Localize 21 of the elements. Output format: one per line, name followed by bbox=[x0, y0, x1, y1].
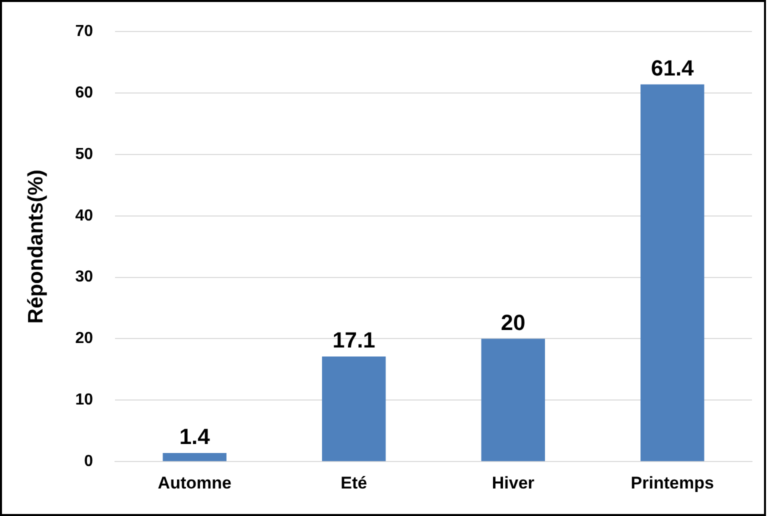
y-tick-label: 0 bbox=[84, 453, 94, 470]
y-tick-label: 60 bbox=[75, 84, 94, 102]
x-tick-label: Eté bbox=[340, 473, 368, 492]
x-tick-label: Automne bbox=[158, 473, 232, 492]
y-tick-label: 70 bbox=[75, 23, 94, 40]
data-label: 17.1 bbox=[332, 328, 376, 353]
y-tick-label: 40 bbox=[75, 207, 94, 224]
y-tick-label: 10 bbox=[75, 392, 94, 409]
y-axis-title: Répondants(%) bbox=[24, 170, 48, 324]
y-tick-label: 50 bbox=[75, 146, 94, 163]
bar bbox=[322, 356, 386, 462]
y-tick-label: 30 bbox=[75, 268, 94, 286]
x-tick-label: Printemps bbox=[630, 473, 714, 492]
data-label: 20 bbox=[500, 310, 526, 335]
bar bbox=[162, 453, 226, 462]
y-tick-label: 20 bbox=[75, 330, 94, 348]
x-tick-label: Hiver bbox=[492, 473, 535, 492]
data-label: 1.4 bbox=[179, 424, 211, 450]
bar bbox=[640, 84, 704, 462]
data-label: 61.4 bbox=[650, 55, 695, 80]
bar bbox=[481, 338, 545, 462]
